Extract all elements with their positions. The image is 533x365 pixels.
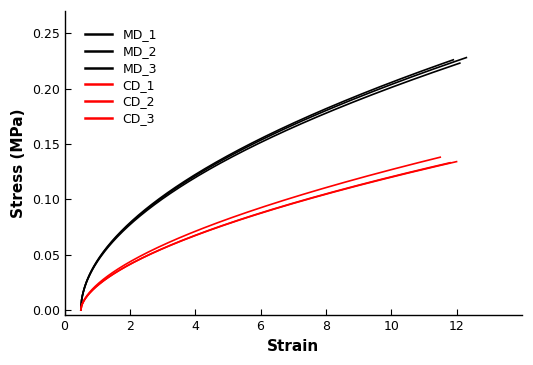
- Y-axis label: Stress (MPa): Stress (MPa): [11, 108, 26, 218]
- X-axis label: Strain: Strain: [267, 339, 319, 354]
- Legend: MD_1, MD_2, MD_3, CD_1, CD_2, CD_3: MD_1, MD_2, MD_3, CD_1, CD_2, CD_3: [80, 23, 162, 130]
